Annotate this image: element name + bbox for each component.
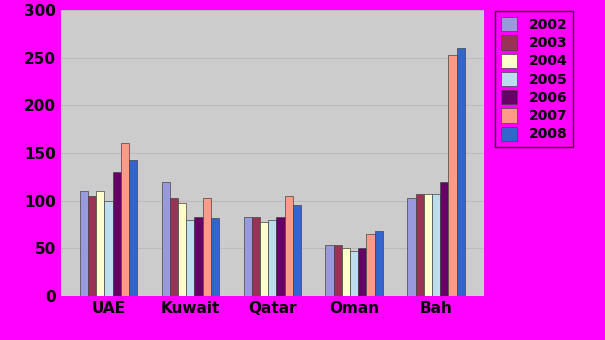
Bar xyxy=(186,220,194,296)
Bar xyxy=(203,198,211,296)
Bar xyxy=(113,172,121,296)
Bar xyxy=(211,218,219,296)
Bar xyxy=(432,194,440,296)
Bar xyxy=(244,217,252,296)
Bar xyxy=(170,198,178,296)
Bar xyxy=(252,217,260,296)
Bar xyxy=(350,251,358,296)
Bar xyxy=(96,191,104,296)
Bar xyxy=(276,217,284,296)
Bar xyxy=(407,198,416,296)
Bar xyxy=(178,203,186,296)
Bar xyxy=(121,143,129,296)
Bar xyxy=(416,194,424,296)
Bar xyxy=(104,201,113,296)
Bar xyxy=(162,182,170,296)
Bar xyxy=(334,245,342,296)
Bar xyxy=(88,196,96,296)
Bar xyxy=(440,182,448,296)
Bar xyxy=(457,48,465,296)
Bar xyxy=(358,248,367,296)
Bar xyxy=(367,234,374,296)
Bar xyxy=(374,231,383,296)
Bar xyxy=(424,194,432,296)
Bar xyxy=(268,220,276,296)
Bar xyxy=(325,245,334,296)
Bar xyxy=(194,217,203,296)
Bar xyxy=(284,196,293,296)
Bar xyxy=(260,222,268,296)
Bar xyxy=(129,160,137,296)
Bar xyxy=(448,55,457,296)
Bar xyxy=(342,248,350,296)
Bar xyxy=(293,205,301,296)
Bar xyxy=(80,191,88,296)
Legend: 2002, 2003, 2004, 2005, 2006, 2007, 2008: 2002, 2003, 2004, 2005, 2006, 2007, 2008 xyxy=(495,12,573,147)
